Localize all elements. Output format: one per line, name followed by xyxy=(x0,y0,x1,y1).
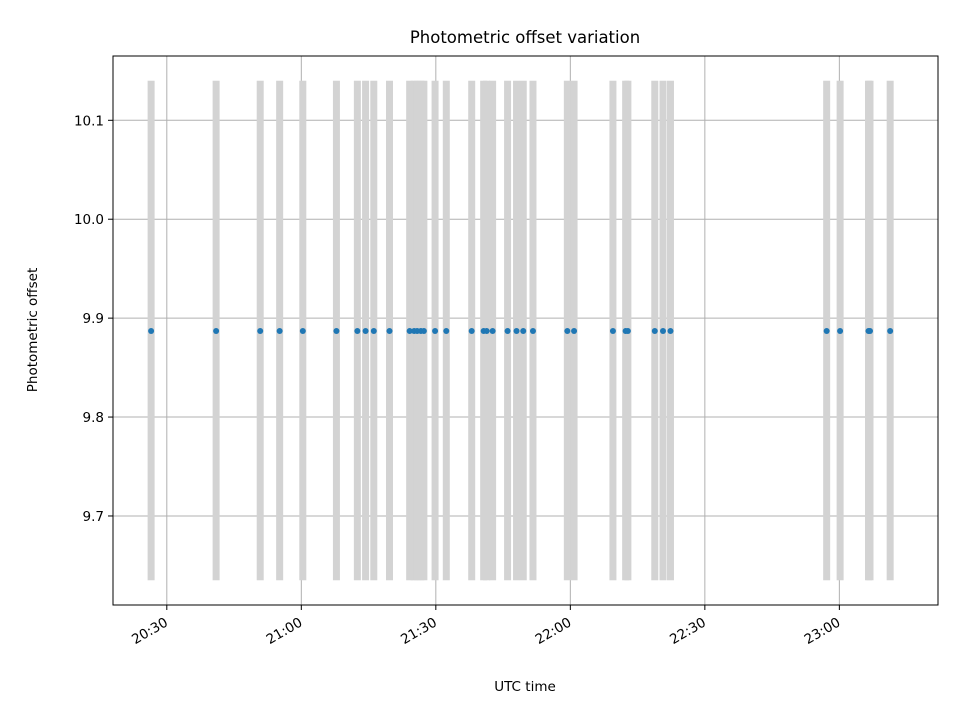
y-tick-label: 9.7 xyxy=(83,509,104,525)
data-point xyxy=(520,327,527,334)
y-tick-label: 9.8 xyxy=(83,410,104,426)
data-point xyxy=(483,327,490,334)
data-point xyxy=(609,327,616,334)
data-point xyxy=(823,327,830,334)
y-tick-label: 10.0 xyxy=(74,212,104,228)
data-point xyxy=(564,327,571,334)
y-tick-label: 10.1 xyxy=(74,113,104,129)
data-point xyxy=(420,327,427,334)
y-tick-label: 9.9 xyxy=(83,311,104,327)
data-point xyxy=(148,327,155,334)
data-point xyxy=(354,327,361,334)
data-point xyxy=(667,327,674,334)
y-axis-label: Photometric offset xyxy=(25,268,41,392)
plot-frame xyxy=(112,55,939,606)
data-point xyxy=(651,327,658,334)
y-axis-ticks: 9.7 9.8 9.9 10.0 10.1 xyxy=(74,113,113,525)
x-axis-label: UTC time xyxy=(494,679,556,695)
chart-title: Photometric offset variation xyxy=(410,28,640,47)
data-point xyxy=(432,327,439,334)
data-point xyxy=(504,327,511,334)
data-point xyxy=(213,327,220,334)
data-point xyxy=(370,327,377,334)
data-point xyxy=(443,327,450,334)
data-point xyxy=(386,327,393,334)
data-point xyxy=(489,327,496,334)
data-point xyxy=(529,327,536,334)
data-point xyxy=(406,327,413,334)
data-point xyxy=(866,327,873,334)
data-point xyxy=(468,327,475,334)
data-point xyxy=(837,327,844,334)
data-points xyxy=(148,327,894,334)
data-point xyxy=(660,327,666,334)
data-point xyxy=(887,327,894,334)
data-point xyxy=(276,327,283,334)
data-point xyxy=(362,327,369,334)
data-point xyxy=(333,327,340,334)
data-point xyxy=(571,327,578,334)
data-point xyxy=(299,327,306,334)
data-point xyxy=(257,327,264,334)
data-point xyxy=(513,327,520,334)
data-point xyxy=(624,327,631,334)
